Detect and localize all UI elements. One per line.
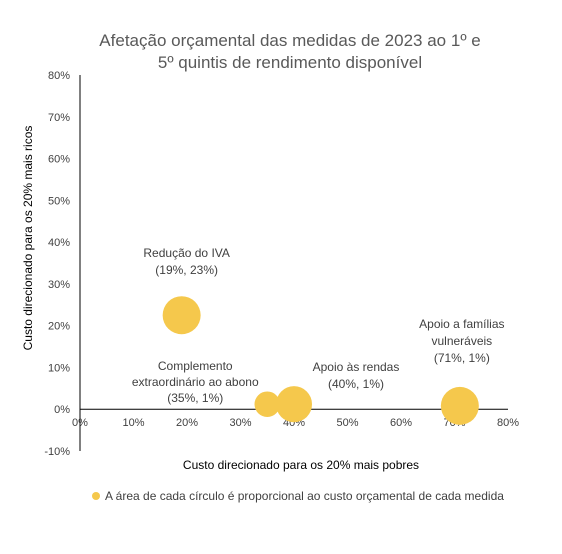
- y-tick-label: 10%: [48, 362, 70, 374]
- x-tick-label: 30%: [229, 417, 251, 429]
- bubble-apoio-rendas: [275, 386, 313, 423]
- bubble-complemento-abono: [254, 391, 280, 417]
- data-label-apoio-familias: vulneráveis: [431, 334, 492, 348]
- data-label-apoio-rendas: (40%, 1%): [328, 377, 384, 391]
- data-label-apoio-familias: Apoio a famílias: [419, 317, 504, 331]
- x-tick-label: 20%: [176, 417, 198, 429]
- chart-title-line-2: 5º quintis de rendimento disponível: [157, 53, 423, 72]
- y-tick-label: -10%: [44, 446, 70, 458]
- legend-text: A área de cada círculo é proporcional ao…: [105, 489, 504, 503]
- legend-dot-icon: [92, 492, 100, 500]
- x-tick-label: 0%: [72, 417, 88, 429]
- x-tick-label: 50%: [336, 417, 358, 429]
- bubble-reducao-iva: [162, 296, 201, 335]
- data-label-complemento-abono: (35%, 1%): [167, 391, 223, 405]
- y-tick-label: 60%: [48, 154, 70, 166]
- data-label-complemento-abono: Complemento: [158, 359, 233, 373]
- x-tick-label: 60%: [390, 417, 412, 429]
- chart-title-line-1: Afetação orçamental das medidas de 2023 …: [99, 31, 481, 50]
- y-tick-label: 50%: [48, 195, 70, 207]
- legend: A área de cada círculo é proporcional ao…: [92, 489, 504, 503]
- y-tick-label: 80%: [48, 70, 70, 82]
- chart-title: Afetação orçamental das medidas de 2023 …: [60, 30, 520, 74]
- y-tick-label: 40%: [48, 237, 70, 249]
- x-tick-label: 10%: [122, 417, 144, 429]
- y-tick-label: 20%: [48, 321, 70, 333]
- y-tick-label: 70%: [48, 112, 70, 124]
- data-label-apoio-familias: (71%, 1%): [434, 351, 490, 365]
- x-tick-label: 80%: [497, 417, 519, 429]
- y-tick-label: 0%: [54, 404, 70, 416]
- data-label-complemento-abono: extraordinário ao abono: [132, 375, 259, 389]
- data-label-reducao-iva: (19%, 23%): [155, 263, 218, 277]
- bubble-apoio-familias: [440, 386, 479, 425]
- y-axis-title: Custo direcionado para os 20% mais ricos: [21, 126, 35, 351]
- x-axis-title: Custo direcionado para os 20% mais pobre…: [183, 458, 419, 472]
- data-label-apoio-rendas: Apoio às rendas: [313, 360, 400, 374]
- data-label-reducao-iva: Redução do IVA: [143, 246, 230, 260]
- y-tick-label: 30%: [48, 279, 70, 291]
